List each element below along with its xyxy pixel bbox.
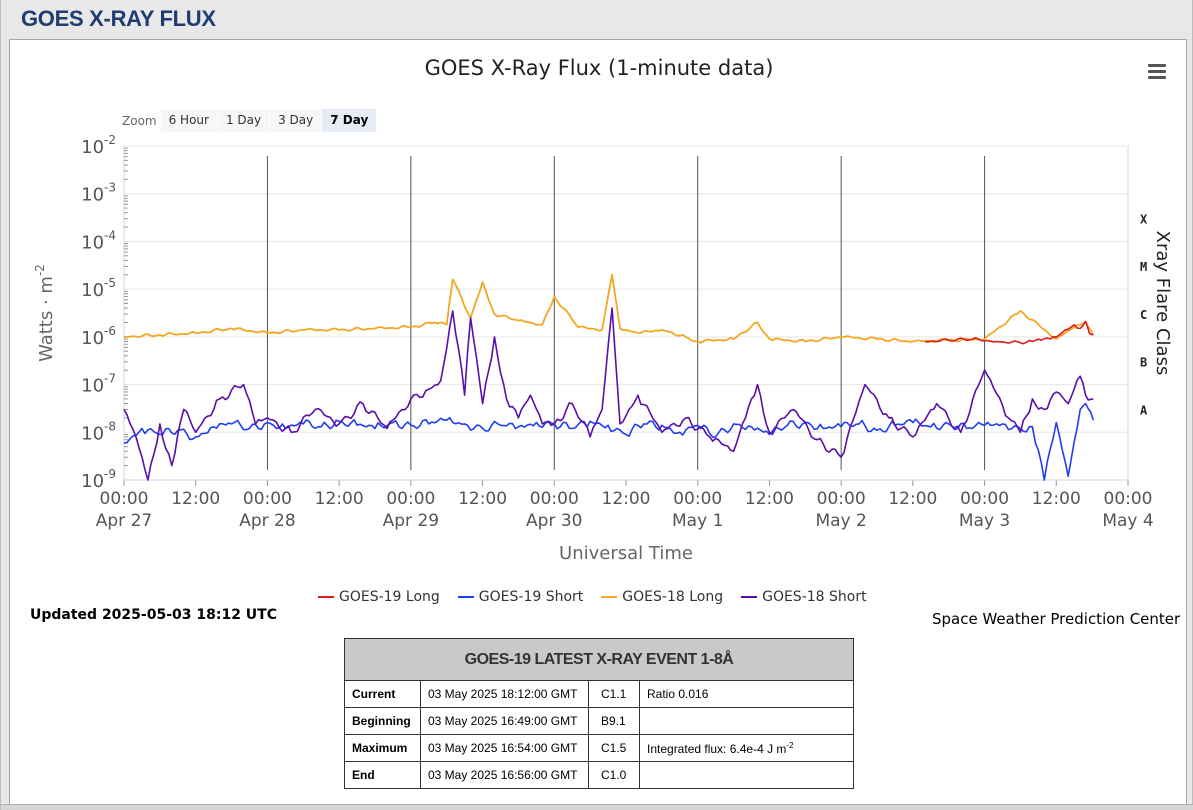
- series-line-goes-18-short: [123, 307, 1094, 481]
- chart-title: GOES X-Ray Flux (1-minute data): [424, 56, 774, 80]
- legend-label: GOES-19 Short: [478, 589, 584, 605]
- row-class: C1.1: [588, 680, 640, 708]
- x-tick-label: 00:00: [960, 489, 1009, 509]
- chart-panel: 10-2 10-3 10-4 10-5 10-6 10-7 10-8 10-9 00:00 Apr…: [9, 39, 1187, 809]
- x-date-label: May 1: [672, 511, 723, 531]
- bottom-bar: [1, 804, 1193, 810]
- series-line-goes-19-long: [924, 320, 1094, 345]
- x-date-label: May 2: [815, 511, 866, 531]
- x-tick-label: 00:00: [817, 489, 866, 509]
- plot-area: [123, 145, 1129, 481]
- legend-label: GOES-18 Short: [762, 589, 867, 605]
- y-tick-label: 10-2: [81, 133, 116, 158]
- y2-axis-title: Xray Flare Class: [1152, 231, 1173, 376]
- event-table-header-row: GOES-19 LATEST X-RAY EVENT 1-8Å: [344, 638, 854, 681]
- x-tick-label: 00:00: [386, 489, 435, 509]
- x-tick-label: 00:00: [243, 489, 292, 509]
- legend-item-goes19-short[interactable]: GOES-19 Short: [457, 589, 584, 605]
- row-time: 03 May 2025 16:56:00 GMT: [420, 761, 589, 789]
- zoom-3-day-button[interactable]: 3 Day: [270, 109, 322, 132]
- flare-class-label: A: [1140, 403, 1148, 417]
- menu-icon[interactable]: [1148, 64, 1166, 80]
- y-tick-label: 10-8: [81, 419, 116, 444]
- legend-swatch: [601, 596, 618, 598]
- row-class: B9.1: [588, 707, 640, 735]
- chart-svg: 10-210-310-410-510-610-710-810-900:00Apr…: [33, 133, 1173, 564]
- row-label: End: [344, 761, 421, 789]
- legend-swatch: [741, 596, 758, 598]
- x-date-label: Apr 29: [383, 511, 439, 531]
- x-axis-title: Universal Time: [559, 543, 693, 564]
- y-tick-label: 10-7: [81, 372, 116, 397]
- row-note: Integrated flux: 6.4e-4 J m-2: [639, 734, 854, 762]
- row-time: 03 May 2025 18:12:00 GMT: [420, 680, 589, 708]
- chart-legend: GOES-19 Long GOES-19 Short GOES-18 Long …: [318, 589, 885, 605]
- row-label: Current: [344, 680, 421, 708]
- y-tick-label: 10-6: [81, 324, 116, 349]
- row-note: [639, 761, 854, 789]
- credit-text: Space Weather Prediction Center: [932, 610, 1181, 628]
- row-label: Maximum: [344, 734, 421, 762]
- legend-item-goes18-short[interactable]: GOES-18 Short: [741, 589, 867, 605]
- x-date-label: May 4: [1102, 511, 1153, 531]
- x-tick-label: 00:00: [1104, 489, 1153, 509]
- table-row: End 03 May 2025 16:56:00 GMT C1.0: [344, 761, 854, 789]
- updated-timestamp: Updated 2025-05-03 18:12 UTC: [30, 607, 277, 623]
- flare-class-label: C: [1140, 308, 1147, 322]
- row-note: Ratio 0.016: [639, 680, 854, 708]
- flare-class-label: X: [1140, 212, 1148, 226]
- legend-item-goes19-long[interactable]: GOES-19 Long: [318, 589, 440, 605]
- legend-label: GOES-18 Long: [622, 589, 724, 605]
- legend-swatch: [457, 596, 474, 598]
- x-tick-label: 00:00: [530, 489, 579, 509]
- x-tick-label: 12:00: [602, 489, 651, 509]
- x-tick-label: 12:00: [171, 489, 220, 509]
- zoom-controls: Zoom 6 Hour 1 Day 3 Day 7 Day: [122, 109, 377, 132]
- y-tick-label: 10-9: [81, 467, 116, 492]
- y-tick-label: 10-5: [81, 276, 116, 301]
- y-tick-label: 10-3: [81, 181, 116, 206]
- event-table: GOES-19 LATEST X-RAY EVENT 1-8Å Current …: [344, 638, 854, 789]
- flare-class-label: B: [1140, 356, 1147, 370]
- row-label: Beginning: [344, 707, 421, 735]
- x-date-label: Apr 27: [96, 511, 152, 531]
- zoom-7-day-button[interactable]: 7 Day: [322, 109, 377, 132]
- x-date-label: Apr 30: [526, 511, 582, 531]
- flare-class-label: M: [1140, 260, 1147, 274]
- event-table-header: GOES-19 LATEST X-RAY EVENT 1-8Å: [344, 638, 854, 681]
- page-title: GOES X-RAY FLUX: [21, 6, 216, 31]
- x-tick-label: 12:00: [1032, 489, 1081, 509]
- y-tick-label: 10-4: [81, 228, 116, 253]
- legend-swatch: [318, 596, 334, 598]
- x-date-label: May 3: [959, 511, 1010, 531]
- y-axis-title: Watts · m-2: [33, 264, 57, 362]
- table-row: Current 03 May 2025 18:12:00 GMT C1.1 Ra…: [344, 680, 854, 708]
- x-tick-label: 12:00: [458, 489, 507, 509]
- row-class: C1.5: [588, 734, 640, 762]
- zoom-1-day-button[interactable]: 1 Day: [217, 109, 270, 132]
- row-time: 03 May 2025 16:54:00 GMT: [420, 734, 589, 762]
- table-row: Beginning 03 May 2025 16:49:00 GMT B9.1: [344, 707, 854, 735]
- x-tick-label: 12:00: [315, 489, 364, 509]
- row-class: C1.0: [588, 761, 640, 789]
- zoom-6-hour-button[interactable]: 6 Hour: [160, 109, 217, 132]
- row-time: 03 May 2025 16:49:00 GMT: [420, 707, 589, 735]
- x-tick-label: 12:00: [745, 489, 794, 509]
- row-note: [639, 707, 854, 735]
- zoom-label: Zoom: [122, 113, 157, 128]
- legend-item-goes18-long[interactable]: GOES-18 Long: [601, 589, 723, 605]
- x-tick-label: 12:00: [888, 489, 937, 509]
- legend-label: GOES-19 Long: [339, 589, 440, 605]
- x-tick-label: 00:00: [100, 489, 149, 509]
- x-date-label: Apr 28: [239, 511, 295, 531]
- table-row: Maximum 03 May 2025 16:54:00 GMT C1.5 In…: [344, 734, 854, 762]
- x-tick-label: 00:00: [673, 489, 722, 509]
